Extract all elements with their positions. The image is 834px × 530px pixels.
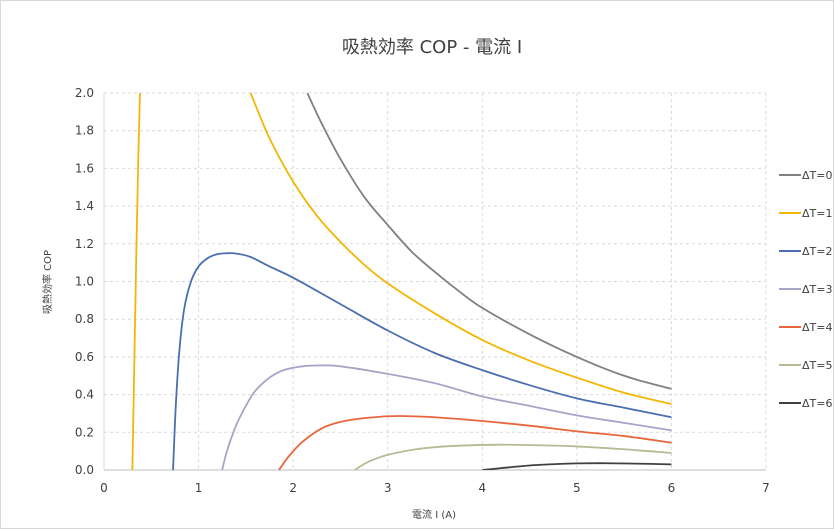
x-tick-labels: 0 1 2 3 4 5 6 7 xyxy=(100,481,770,495)
y-axis-label: 吸熱効率 COP xyxy=(41,250,54,314)
legend-label: ΔT=4 xyxy=(802,321,832,334)
x-axis-label: 電流 I (A) xyxy=(412,508,456,521)
legend: ΔT=0 ΔT=1 ΔT=2 ΔT=3 ΔT=4 ΔT=5 ΔT=6 xyxy=(779,169,832,410)
grid-lines xyxy=(104,92,767,470)
y-tick-label: 1.2 xyxy=(75,237,94,251)
y-tick-label: 1.6 xyxy=(75,161,94,175)
series-line-ΔT=0 xyxy=(306,93,672,390)
x-tick-label: 3 xyxy=(384,481,392,495)
x-tick-label: 1 xyxy=(195,481,203,495)
x-tick-label: 0 xyxy=(100,481,108,495)
series-line-ΔT=1 xyxy=(131,93,141,470)
series-line-ΔT=6 xyxy=(482,462,672,470)
y-tick-label: 0.4 xyxy=(75,388,94,402)
x-tick-label: 2 xyxy=(289,481,297,495)
y-tick-label: 0.6 xyxy=(75,350,94,364)
legend-label: ΔT=6 xyxy=(802,397,832,410)
y-tick-label: 0.2 xyxy=(75,425,94,439)
legend-label: ΔT=5 xyxy=(802,359,832,372)
y-tick-label: 1.4 xyxy=(75,199,94,213)
x-tick-label: 4 xyxy=(478,481,486,495)
axes xyxy=(103,93,766,471)
legend-label: ΔT=0 xyxy=(802,169,832,182)
x-tick-label: 5 xyxy=(573,481,581,495)
series-line-ΔT=4 xyxy=(278,415,672,470)
y-tick-labels: 0.0 0.2 0.4 0.6 0.8 1.0 1.2 1.4 1.6 1.8 2.0 xyxy=(75,86,94,477)
series-line-ΔT=1 xyxy=(249,93,672,405)
legend-label: ΔT=3 xyxy=(802,283,832,296)
y-tick-label: 0.0 xyxy=(75,463,94,477)
y-tick-label: 1.8 xyxy=(75,124,94,138)
legend-label: ΔT=2 xyxy=(802,245,832,258)
y-tick-label: 1.0 xyxy=(75,275,94,289)
x-tick-label: 6 xyxy=(668,481,676,495)
series-line-ΔT=5 xyxy=(354,443,672,470)
series-line-ΔT=2 xyxy=(172,252,672,470)
series-layer xyxy=(131,93,672,470)
series-line-ΔT=3 xyxy=(221,364,672,470)
y-tick-label: 0.8 xyxy=(75,312,94,326)
y-tick-label: 2.0 xyxy=(75,86,94,100)
x-tick-label: 7 xyxy=(762,481,770,495)
chart-title: 吸熱効率 COP - 電流 I xyxy=(342,37,522,58)
legend-label: ΔT=1 xyxy=(802,207,832,220)
